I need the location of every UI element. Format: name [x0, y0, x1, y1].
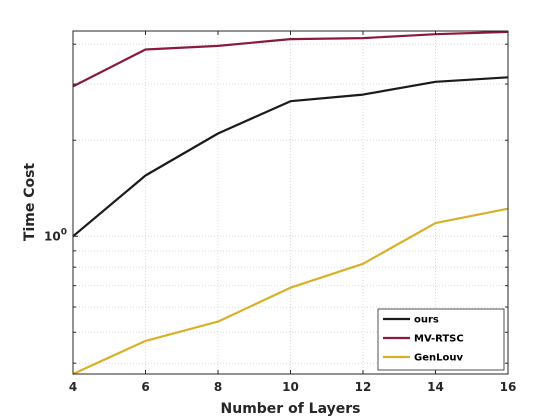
x-tick-label: 14 [427, 380, 444, 394]
x-axis-ticks: 4 6 8 10 12 14 16 [69, 31, 517, 394]
legend-label: GenLouv [414, 353, 463, 364]
legend-label: MV-RTSC [414, 334, 464, 345]
y-tick-label: 100 [44, 227, 67, 243]
legend-label: ours [414, 315, 439, 326]
series-line-ours [72, 76, 509, 238]
series-line-genlouv [72, 207, 509, 376]
x-axis-label: Number of Layers [221, 401, 361, 417]
x-tick-label: 8 [214, 380, 222, 394]
y-axis-ticks: 100 [44, 43, 508, 364]
x-tick-label: 10 [282, 380, 299, 394]
x-tick-label: 16 [500, 380, 517, 394]
y-tick-base: 10 [44, 229, 61, 243]
grid [73, 31, 508, 374]
x-tick-label: 4 [69, 380, 77, 394]
y-tick-exponent: 0 [61, 227, 67, 237]
x-tick-label: 12 [355, 380, 372, 394]
legend: ours MV-RTSC GenLouv [377, 308, 505, 371]
x-tick-label: 6 [141, 380, 149, 394]
y-axis-label: Time Cost [22, 163, 38, 242]
